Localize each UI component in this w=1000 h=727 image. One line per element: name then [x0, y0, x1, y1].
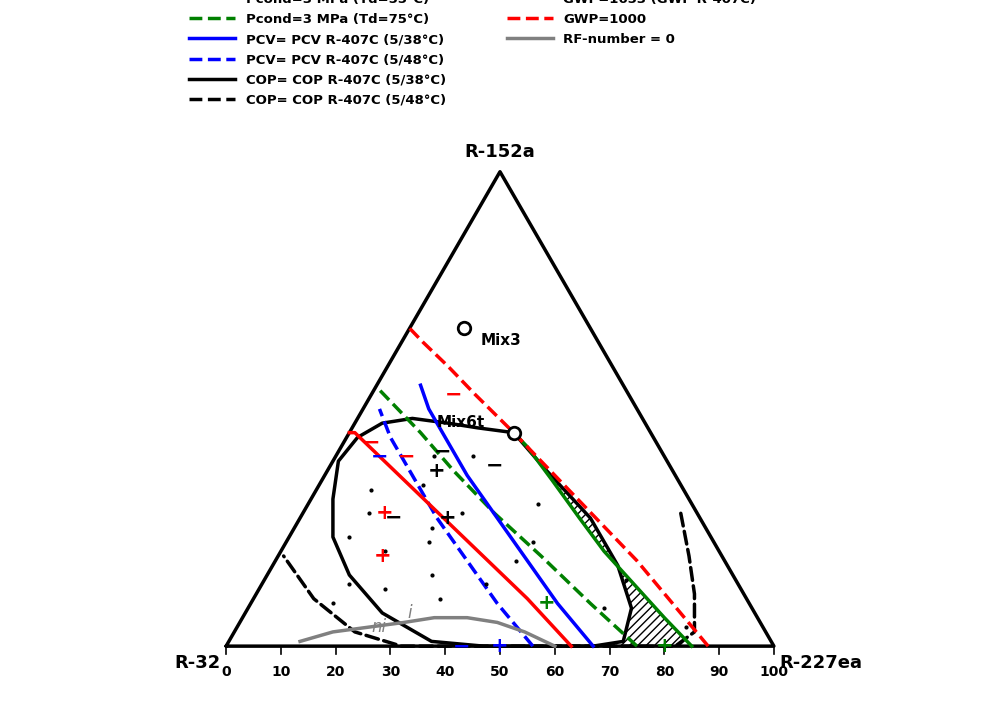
Text: Mix3: Mix3 — [481, 333, 522, 348]
Text: 80: 80 — [655, 665, 674, 679]
Text: +: + — [376, 503, 394, 523]
Text: +: + — [656, 636, 673, 656]
Text: 60: 60 — [545, 665, 564, 679]
Text: +: + — [428, 461, 446, 481]
Text: R-152a: R-152a — [465, 143, 535, 161]
Legend: GWP=1653 (GWP R-407C), GWP=1000, RF-number = 0: GWP=1653 (GWP R-407C), GWP=1000, RF-numb… — [507, 0, 756, 46]
Text: R-227ea: R-227ea — [779, 654, 862, 672]
Text: i: i — [407, 604, 412, 622]
Text: −: − — [434, 441, 451, 462]
Text: −: − — [453, 636, 470, 656]
Text: 30: 30 — [381, 665, 400, 679]
Text: 90: 90 — [709, 665, 729, 679]
Text: 50: 50 — [490, 665, 510, 679]
Text: ni: ni — [372, 618, 387, 636]
Text: −: − — [371, 446, 388, 467]
Text: 40: 40 — [436, 665, 455, 679]
Text: +: + — [538, 593, 555, 614]
Text: +: + — [491, 636, 509, 656]
Text: −: − — [384, 508, 402, 528]
Text: 0: 0 — [221, 665, 231, 679]
Text: 70: 70 — [600, 665, 619, 679]
Text: +: + — [373, 546, 391, 566]
Text: +: + — [439, 508, 457, 528]
Text: −: − — [398, 446, 416, 467]
Text: −: − — [445, 385, 462, 405]
Text: 10: 10 — [271, 665, 291, 679]
Text: Mix6t: Mix6t — [437, 415, 485, 430]
Text: −: − — [486, 456, 503, 476]
Text: −: − — [363, 432, 380, 452]
Text: 100: 100 — [759, 665, 788, 679]
Text: 20: 20 — [326, 665, 345, 679]
Text: R-32: R-32 — [174, 654, 221, 672]
